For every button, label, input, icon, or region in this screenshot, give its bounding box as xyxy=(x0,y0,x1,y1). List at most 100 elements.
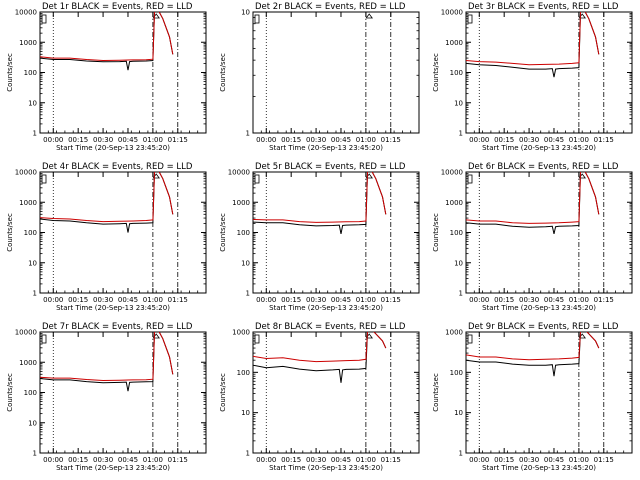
lld-series-line xyxy=(40,12,174,62)
x-axis-label: Start Time (20-Sep-13 23:45:20) xyxy=(56,304,170,312)
events-series-line xyxy=(466,332,600,377)
chart-svg: Det 9r BLACK = Events, RED = LLD 1 10 100 10… xyxy=(432,322,633,472)
x-axis-label: Start Time (20-Sep-13 23:45:20) xyxy=(482,464,596,472)
y-tick-label: 10000 xyxy=(15,169,37,177)
plot-frame xyxy=(465,11,633,134)
y-tick-label: 100 xyxy=(237,229,250,237)
x-tick-label: 00:15 xyxy=(494,136,514,144)
y-tick-label: 1000 xyxy=(445,199,463,207)
y-tick-label: 1 xyxy=(33,450,37,458)
lld-series-line xyxy=(466,172,600,224)
y-tick-label: 1000 xyxy=(232,329,250,337)
x-tick-label: 00:45 xyxy=(544,456,564,464)
x-tick-label: 00:45 xyxy=(118,296,138,304)
start-bracket-marker xyxy=(467,334,473,344)
y-tick-label: 100 xyxy=(24,389,37,397)
y-tick-label: 10 xyxy=(454,99,463,107)
start-bracket-marker xyxy=(254,334,260,344)
chart-svg: Det 2r BLACK = Events, RED = LLD 1 10 00:00… xyxy=(219,2,420,152)
chart-title: Det 5r BLACK = Events, RED = LLD xyxy=(255,162,406,172)
x-tick-label: 01:15 xyxy=(381,456,401,464)
chart-title: Det 8r BLACK = Events, RED = LLD xyxy=(255,322,406,332)
x-axis-label: Start Time (20-Sep-13 23:45:20) xyxy=(269,464,383,472)
chart-svg: Det 1r BLACK = Events, RED = LLD 1 10 100 10… xyxy=(6,2,207,152)
x-tick-label: 01:00 xyxy=(143,136,163,144)
plot-frame xyxy=(252,11,420,134)
y-tick-label: 1000 xyxy=(19,199,37,207)
plot-frame xyxy=(39,171,207,294)
x-tick-label: 01:15 xyxy=(381,296,401,304)
detector-panel-8: Det 8r BLACK = Events, RED = LLD 1 10 100 10… xyxy=(213,320,426,480)
x-tick-label: 00:15 xyxy=(68,456,88,464)
y-tick-label: 10000 xyxy=(15,9,37,17)
plot-frame xyxy=(465,331,633,454)
chart-svg: Det 5r BLACK = Events, RED = LLD 1 10 100 10… xyxy=(219,162,420,312)
x-tick-label: 01:15 xyxy=(168,296,188,304)
x-tick-label: 00:15 xyxy=(281,296,301,304)
y-tick-label: 10 xyxy=(454,409,463,417)
x-tick-label: 01:00 xyxy=(569,456,589,464)
y-tick-label: 1000 xyxy=(19,359,37,367)
y-tick-label: 10 xyxy=(28,259,37,267)
x-tick-label: 01:00 xyxy=(356,296,376,304)
x-tick-label: 01:15 xyxy=(594,296,614,304)
y-tick-label: 1000 xyxy=(232,199,250,207)
start-bracket-marker xyxy=(41,14,47,24)
events-series-line xyxy=(466,172,600,235)
chart-title: Det 6r BLACK = Events, RED = LLD xyxy=(468,162,619,172)
detector-panel-5: Det 5r BLACK = Events, RED = LLD 1 10 100 10… xyxy=(213,160,426,320)
x-tick-label: 00:15 xyxy=(494,296,514,304)
detector-panel-3: Det 3r BLACK = Events, RED = LLD 1 10 100 10… xyxy=(426,0,639,160)
events-series-line xyxy=(466,12,600,78)
x-axis-label: Start Time (20-Sep-13 23:45:20) xyxy=(269,304,383,312)
x-axis-label: Start Time (20-Sep-13 23:45:20) xyxy=(56,464,170,472)
x-tick-label: 00:00 xyxy=(469,136,489,144)
y-tick-label: 1 xyxy=(246,450,250,458)
detector-panel-2: Det 2r BLACK = Events, RED = LLD 1 10 00:00… xyxy=(213,0,426,160)
chart-title: Det 2r BLACK = Events, RED = LLD xyxy=(255,2,406,12)
x-tick-label: 00:30 xyxy=(306,136,326,144)
start-bracket-marker xyxy=(467,174,473,184)
lld-series-line xyxy=(40,332,174,382)
y-tick-label: 100 xyxy=(24,69,37,77)
events-series-line xyxy=(40,172,174,233)
x-tick-label: 00:15 xyxy=(494,456,514,464)
start-bracket-marker xyxy=(41,334,47,344)
y-axis-label: Counts/sec xyxy=(432,53,440,92)
x-axis-label: Start Time (20-Sep-13 23:45:20) xyxy=(482,144,596,152)
x-tick-label: 01:00 xyxy=(356,136,376,144)
y-tick-label: 1000 xyxy=(445,329,463,337)
chart-svg: Det 8r BLACK = Events, RED = LLD 1 10 100 10… xyxy=(219,322,420,472)
y-tick-label: 100 xyxy=(24,229,37,237)
x-tick-label: 00:00 xyxy=(256,136,276,144)
y-tick-label: 10000 xyxy=(228,169,250,177)
x-tick-label: 00:45 xyxy=(118,456,138,464)
lld-series-line xyxy=(466,332,600,361)
lld-series-line xyxy=(466,12,600,66)
y-tick-label: 1 xyxy=(246,290,250,298)
y-tick-label: 10 xyxy=(241,9,250,17)
x-tick-label: 00:00 xyxy=(43,136,63,144)
detector-panel-6: Det 6r BLACK = Events, RED = LLD 1 10 100 10… xyxy=(426,160,639,320)
start-bracket-marker xyxy=(254,174,260,184)
x-tick-label: 01:15 xyxy=(168,456,188,464)
y-tick-label: 10000 xyxy=(15,329,37,337)
y-axis-label: Counts/sec xyxy=(219,213,227,252)
plot-frame xyxy=(39,331,207,454)
y-axis-label: Counts/sec xyxy=(219,373,227,412)
y-tick-label: 1 xyxy=(33,130,37,138)
start-bracket-marker xyxy=(41,174,47,184)
x-tick-label: 01:15 xyxy=(594,136,614,144)
y-axis-label: Counts/sec xyxy=(432,213,440,252)
x-axis-label: Start Time (20-Sep-13 23:45:20) xyxy=(269,144,383,152)
events-series-line xyxy=(253,332,387,383)
x-tick-label: 01:00 xyxy=(143,296,163,304)
x-tick-label: 01:00 xyxy=(569,136,589,144)
x-tick-label: 00:30 xyxy=(519,296,539,304)
y-axis-label: Counts/sec xyxy=(432,373,440,412)
events-series-line xyxy=(253,172,387,234)
events-series-line xyxy=(40,12,174,71)
y-tick-label: 100 xyxy=(450,369,463,377)
detector-panel-9: Det 9r BLACK = Events, RED = LLD 1 10 100 10… xyxy=(426,320,639,480)
